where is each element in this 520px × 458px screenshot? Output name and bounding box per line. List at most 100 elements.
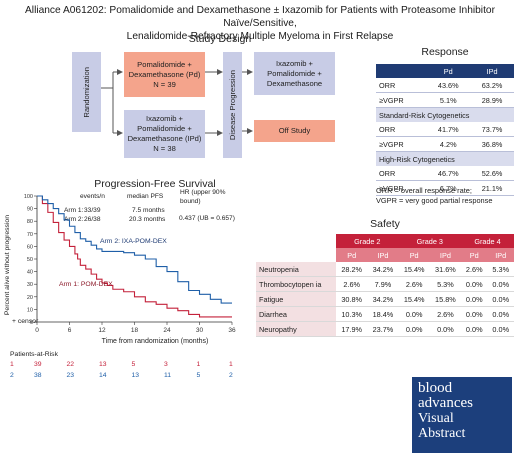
pfs-arm2-name: Arm 2: (64, 216, 84, 223)
risk-value: 13 (99, 361, 107, 368)
response-label: ≥VGPR (376, 180, 427, 196)
pfs-arm1-median: 7.5 months (132, 207, 165, 214)
safety-header-blank (256, 234, 337, 248)
risk-value: 2 (229, 372, 233, 379)
safety-value: 15.4% (398, 291, 430, 307)
safety-value: 2.6% (429, 306, 462, 322)
safety-value: 18.4% (367, 306, 399, 322)
safety-value: 0.0% (398, 306, 430, 322)
safety-sub-blank (256, 248, 337, 262)
risk-value: 22 (66, 361, 75, 368)
response-table: Pd IPd ORR 43.6% 63.2% ≥VGPR 5.1% 28.9% Stan… (376, 64, 514, 196)
safety-value: 0.0% (461, 276, 488, 292)
safety-row: Neuropathy 17.9% 23.7% 0.0% 0.0% 0.0% 0.0% (256, 321, 514, 337)
safety-body: Neutropenia 28.2% 34.2% 15.4% 31.6% 2.6% 5.3% T… (256, 262, 514, 337)
page-title: Alliance A061202: Pomalidomide and Dexam… (0, 4, 520, 43)
safety-sub-ipd: IPd (429, 248, 462, 262)
y-tick-label: 100 (24, 194, 33, 200)
y-tick-label: 0 (30, 320, 33, 326)
km-curve-arm2 (37, 195, 232, 304)
y-tick-label: 60 (27, 244, 33, 250)
safety-sub-pd: Pd (461, 248, 488, 262)
crossover-line-2: Pomalidomide + (267, 68, 322, 78)
arm-ipd-line-2: Pomalidomide + (137, 124, 192, 133)
safety-value: 0.0% (487, 306, 514, 322)
y-tick-label: 10 (27, 307, 33, 313)
safety-row: Thrombocytopen ia 2.6% 7.9% 2.6% 5.3% 0.0% 0.0… (256, 276, 514, 292)
risk-value: 5 (131, 361, 136, 368)
risk-value: 39 (34, 361, 42, 368)
safety-row-label: Neutropenia (256, 262, 337, 277)
safety-row-label: Diarrhea (256, 306, 337, 322)
y-tick-label: 40 (27, 270, 33, 276)
arm-ipd-line-4: N = 38 (153, 144, 176, 153)
logo-line-4: Abstract (418, 426, 466, 441)
response-label: ORR (376, 166, 427, 181)
km-curve-arm1 (37, 195, 232, 318)
disease-progression-box: Disease Progression (223, 52, 242, 158)
safety-value: 0.0% (461, 321, 488, 337)
response-value: 63.2% (470, 78, 514, 93)
safety-sub-row: Pd IPd Pd IPd Pd IPd (256, 248, 514, 262)
x-tick-label: 30 (196, 327, 204, 334)
safety-value: 28.2% (336, 262, 368, 277)
crossover-line-1: Ixazomib + (276, 58, 313, 68)
safety-value: 7.9% (367, 276, 399, 292)
x-tick-label: 0 (35, 327, 39, 334)
safety-sub-ipd: IPd (367, 248, 399, 262)
safety-value: 15.4% (398, 262, 430, 277)
risk-value: 11 (164, 372, 172, 379)
safety-sub-ipd: IPd (487, 248, 514, 262)
safety-grade-4: Grade 4 (461, 234, 514, 248)
safety-row-label: Thrombocytopen ia (256, 276, 337, 292)
safety-value: 0.0% (487, 276, 514, 292)
pfs-col-events: events/n (80, 193, 105, 200)
y-tick-label: 50 (27, 257, 33, 263)
risk-value: 13 (131, 372, 140, 379)
response-value: 41.7% (426, 122, 471, 137)
safety-value: 0.0% (429, 321, 462, 337)
safety-sub-pd: Pd (336, 248, 368, 262)
safety-value: 0.0% (487, 321, 514, 337)
y-tick-label: 90 (27, 207, 33, 213)
off-study-label: Off Study (278, 126, 311, 135)
pfs-arm1-events: 33/39 (84, 207, 101, 214)
x-tick-label: 6 (68, 327, 72, 334)
standard-risk-label: Standard-Risk Cytogenetics (376, 107, 514, 122)
response-label: ≥VGPR (376, 136, 427, 152)
response-row: ≥VGPR 4.2% 36.8% (376, 136, 514, 152)
safety-value: 34.2% (367, 262, 399, 277)
safety-value: 2.6% (398, 276, 430, 292)
risk-value: 1 (196, 361, 201, 368)
safety-grade-3: Grade 3 (398, 234, 462, 248)
y-tick-label: 30 (27, 282, 33, 288)
footnote-vgpr: VGPR = very good partial response (376, 196, 493, 205)
pfs-xlabel: Time from randomization (months) (101, 338, 209, 345)
high-risk-band: High-Risk Cytogenetics (376, 151, 514, 166)
pfs-col-median: median PFS (127, 193, 164, 200)
risk-value: 14 (99, 372, 107, 379)
response-label: ORR (376, 78, 427, 93)
safety-value: 10.3% (336, 306, 368, 322)
response-row: ORR 43.6% 63.2% (376, 78, 514, 93)
crossover-line-3: Dexamethasone (266, 78, 323, 88)
y-tick-label: 20 (27, 295, 33, 301)
risk-value: 38 (34, 372, 42, 379)
response-value: 73.7% (470, 122, 514, 137)
randomization-box: Randomization (72, 52, 101, 132)
x-tick-label: 12 (98, 327, 106, 334)
risk-value: 23 (66, 372, 75, 379)
safety-grade-2: Grade 2 (336, 234, 399, 248)
risk-value: 3 (164, 361, 168, 368)
risk-arm-label: 1 (10, 361, 14, 368)
risk-title: Patients-at-Risk (10, 351, 58, 358)
safety-row-label: Fatigue (256, 291, 337, 307)
pfs-col-hr: HR (upper 90% bound) (180, 189, 226, 205)
pfs-arm1-label: Arm 1: POM-DEX (59, 281, 113, 288)
response-footnote: ORR = overall response rate; VGPR = very… (376, 186, 518, 206)
pfs-arm2-median: 20.3 months (129, 216, 166, 223)
safety-row: Neutropenia 28.2% 34.2% 15.4% 31.6% 2.6% 5.3% (256, 262, 514, 277)
safety-sub-pd: Pd (398, 248, 430, 262)
